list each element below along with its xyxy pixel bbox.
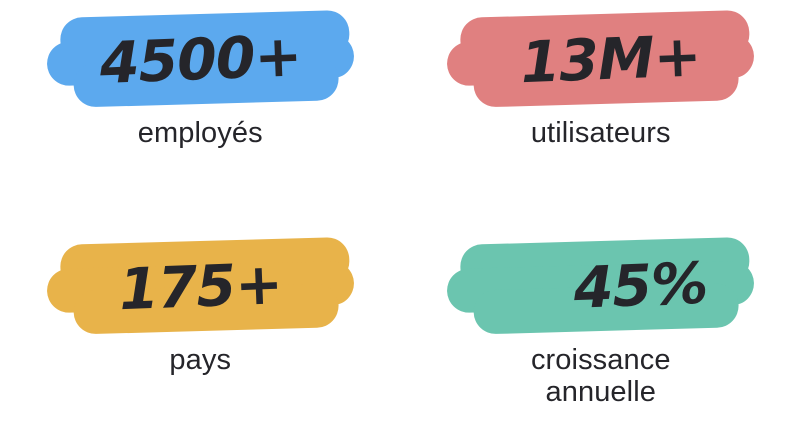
stat-label-croissance: croissance annuelle bbox=[531, 344, 671, 409]
stat-label-line: croissance bbox=[530, 344, 671, 376]
stat-value-utilisateurs: 13M+ bbox=[519, 23, 702, 97]
highlight-croissance: 45% bbox=[446, 236, 755, 335]
highlight-utilisateurs: 13M+ bbox=[446, 9, 755, 108]
stat-value-pays: 175+ bbox=[117, 251, 283, 324]
stat-label-line: utilisateurs bbox=[530, 117, 671, 149]
stat-card-utilisateurs: 13M+ utilisateurs bbox=[401, 0, 801, 219]
stat-label-line: annuelle bbox=[545, 376, 656, 409]
stat-label-line: employés bbox=[137, 117, 263, 149]
stat-card-croissance: 45% croissance annuelle bbox=[401, 219, 801, 439]
highlight-employes: 4500+ bbox=[46, 9, 355, 108]
highlight-pays: 175+ bbox=[46, 236, 355, 335]
stat-label-employes: employés bbox=[138, 117, 263, 149]
stat-label-line: pays bbox=[169, 344, 232, 376]
stat-value-employes: 4500+ bbox=[98, 23, 303, 97]
stat-value-croissance: 45% bbox=[572, 250, 709, 322]
stat-label-utilisateurs: utilisateurs bbox=[531, 117, 671, 149]
stat-label-pays: pays bbox=[169, 344, 231, 376]
stat-card-employes: 4500+ employés bbox=[0, 0, 401, 219]
stat-card-pays: 175+ pays bbox=[0, 219, 401, 439]
